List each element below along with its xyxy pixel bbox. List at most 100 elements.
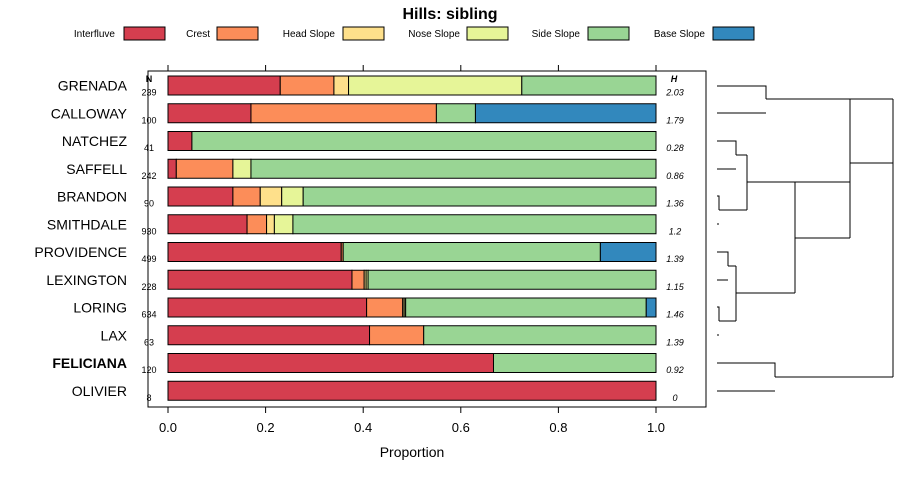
row-label: LORING	[73, 300, 127, 316]
h-value: 1.2	[669, 226, 682, 236]
bar-segment	[246, 214, 268, 235]
legend-swatch	[216, 26, 259, 41]
dendrogram-link	[735, 266, 795, 321]
n-value: 8	[146, 393, 151, 403]
row-label: OLIVIER	[72, 383, 127, 399]
bar-segment	[521, 75, 657, 96]
bar-segment	[167, 75, 281, 96]
n-value: 120	[141, 365, 156, 375]
legend-label: Side Slope	[532, 29, 581, 40]
legend-label: Interfluve	[74, 29, 116, 40]
n-value: 239	[141, 88, 156, 98]
row-label: SMITHDALE	[47, 216, 127, 232]
x-axis: 0.0 0.2 0.4 0.6 0.8 1.0	[159, 65, 665, 435]
h-header: H	[671, 74, 678, 84]
dendrogram-link	[794, 182, 850, 293]
legend-label: Base Slope	[654, 29, 706, 40]
x-tick-label: 0.4	[354, 420, 372, 435]
legend-label: Crest	[186, 29, 210, 40]
bar-segment	[167, 103, 252, 124]
row-label: CALLOWAY	[51, 105, 128, 121]
bar-segment	[333, 75, 350, 96]
dendrogram-link	[849, 99, 893, 238]
bar-segment	[250, 158, 657, 179]
dendrogram	[717, 85, 894, 392]
bar-segment	[167, 380, 657, 401]
dendrogram-link	[746, 155, 850, 210]
x-axis-label: Proportion	[380, 444, 445, 460]
x-tick-label: 0.0	[159, 420, 177, 435]
chart-title: Hills: sibling	[402, 6, 497, 23]
n-value: 930	[141, 226, 156, 236]
legend-swatch	[712, 26, 755, 41]
legend-label: Head Slope	[283, 29, 336, 40]
row-label: PROVIDENCE	[34, 244, 127, 260]
bar-segment	[367, 269, 657, 290]
row-label: FELICIANA	[52, 355, 127, 371]
n-value: 242	[141, 171, 156, 181]
bar-segment	[492, 353, 657, 373]
n-header: N	[146, 74, 153, 84]
row-label: LAX	[101, 327, 128, 343]
bar-segment	[348, 75, 523, 96]
bar-segment	[259, 186, 283, 207]
h-value: 0.86	[666, 171, 684, 181]
legend-swatch	[587, 26, 630, 41]
h-value: 1.46	[666, 310, 684, 320]
bar-segment	[405, 297, 647, 318]
bar-segment	[599, 242, 657, 262]
legend: Interfluve Crest Head Slope Nose Slope Side …	[74, 26, 755, 41]
h-value: 2.03	[665, 88, 684, 98]
bar-segment	[292, 214, 657, 235]
n-value: 100	[141, 115, 156, 125]
row-label: LEXINGTON	[46, 272, 127, 288]
row-labels: GRENADA CALLOWAY NATCHEZ SAFFELL BRANDON SMIT…	[34, 78, 127, 399]
row-label: GRENADA	[58, 78, 128, 94]
bar-segment	[167, 325, 371, 346]
h-value: 1.39	[666, 254, 684, 264]
legend-label: Nose Slope	[408, 29, 460, 40]
h-value: 1.39	[666, 337, 684, 347]
bar-segment	[167, 214, 248, 235]
bar-segment	[273, 214, 294, 235]
h-value: 0.28	[666, 143, 684, 153]
bar-segment	[232, 158, 252, 179]
dendrogram-link	[717, 140, 747, 170]
n-value: 228	[141, 282, 156, 292]
row-label: SAFFELL	[66, 161, 127, 177]
n-value: 63	[144, 337, 154, 347]
bar-group	[167, 75, 657, 401]
bar-segment	[279, 75, 335, 96]
bar-segment	[250, 103, 437, 124]
plot-frame	[147, 70, 707, 408]
bar-segment	[281, 186, 304, 207]
bar-segment	[435, 103, 476, 124]
bar-segment	[474, 103, 657, 124]
h-value: 0	[672, 393, 677, 403]
row-label: NATCHEZ	[62, 133, 128, 149]
bar-segment	[645, 297, 657, 318]
bar-segment	[423, 325, 657, 346]
bar-segment	[302, 186, 657, 207]
bar-segment	[167, 158, 177, 179]
h-labels: 2.03 1.79 0.28 0.86 1.36 1.2 1.39 1.15 1.46 1.39 0…	[665, 88, 685, 403]
dendrogram-link	[717, 362, 893, 392]
n-value: 41	[144, 143, 154, 153]
bar-segment	[175, 158, 234, 179]
legend-swatch	[466, 26, 509, 41]
x-tick-label: 0.2	[257, 420, 275, 435]
bar-segment	[167, 269, 353, 290]
legend-swatch	[123, 26, 166, 41]
h-value: 1.15	[666, 282, 685, 292]
bar-segment	[232, 186, 261, 207]
bar-segment	[366, 297, 404, 318]
h-value: 0.92	[666, 365, 684, 375]
legend-swatch	[342, 26, 385, 41]
n-value: 90	[144, 199, 154, 209]
bar-segment	[167, 297, 368, 318]
bar-segment	[266, 214, 275, 235]
bar-segment	[369, 325, 425, 346]
bar-segment	[167, 186, 234, 207]
x-tick-label: 0.8	[549, 420, 567, 435]
